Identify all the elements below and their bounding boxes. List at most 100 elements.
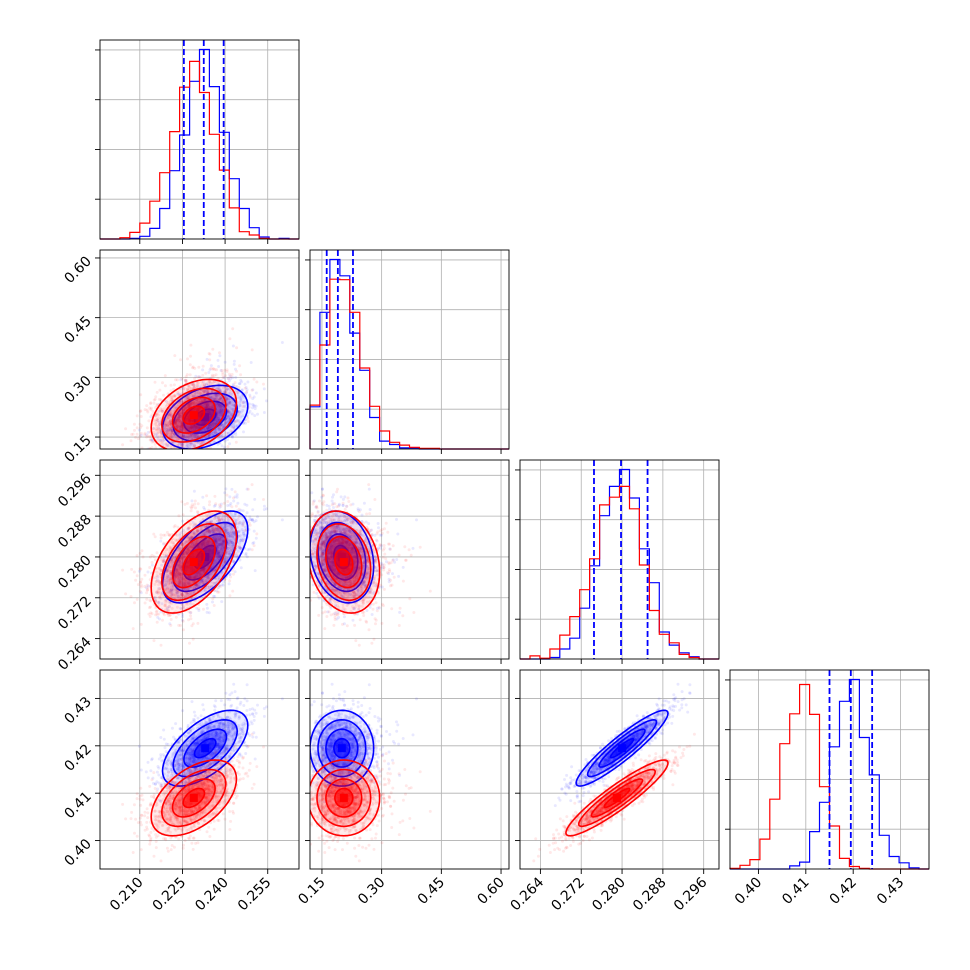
scatter-point [193, 435, 197, 439]
scatter-point [249, 361, 253, 364]
scatter-point [215, 402, 218, 406]
scatter-point [201, 542, 205, 546]
scatter-point [217, 412, 221, 416]
scatter-point [210, 375, 214, 379]
scatter-point [162, 454, 165, 457]
scatter-point [219, 389, 223, 392]
scatter-point [219, 411, 222, 415]
scatter-point [154, 419, 158, 423]
scatter-point [205, 602, 209, 606]
scatter-point [201, 380, 205, 384]
scatter-point [189, 425, 193, 429]
scatter-point [217, 405, 221, 409]
scatter-point [210, 395, 214, 399]
scatter-point [170, 431, 174, 435]
scatter-point [196, 400, 200, 404]
scatter-point [235, 385, 239, 389]
scatter-point [201, 389, 205, 393]
scatter-point [159, 431, 163, 435]
scatter-point [201, 373, 205, 377]
scatter-point [248, 393, 252, 397]
scatter-point [143, 601, 147, 605]
scatter-point [157, 409, 161, 413]
scatter-point [204, 371, 208, 375]
scatter-point [174, 420, 178, 424]
scatter-point [155, 551, 159, 555]
scatter-point [180, 443, 184, 447]
scatter-point [217, 398, 221, 402]
scatter-point [177, 415, 180, 419]
scatter-point [224, 420, 228, 424]
scatter-point [214, 431, 218, 435]
scatter-point [196, 392, 200, 396]
scatter-point [215, 404, 219, 408]
scatter-point [152, 426, 155, 430]
scatter-point [216, 406, 219, 410]
scatter-point [244, 386, 248, 389]
scatter-point [179, 424, 183, 428]
scatter-point [194, 427, 198, 431]
scatter-point [236, 391, 240, 395]
scatter-point [192, 426, 196, 430]
scatter-point [212, 374, 216, 378]
scatter-point [230, 435, 234, 439]
scatter-point [231, 410, 235, 414]
scatter-point [185, 443, 189, 447]
scatter-point [239, 566, 243, 570]
scatter-point [227, 550, 231, 554]
scatter-point [222, 501, 226, 505]
scatter-point [207, 434, 211, 438]
scatter-point [189, 433, 193, 437]
scatter-point [197, 399, 200, 403]
scatter-point [237, 419, 241, 423]
scatter-point [226, 397, 229, 401]
scatter-point [164, 430, 168, 434]
scatter-point [143, 431, 147, 435]
scatter-point [176, 591, 180, 595]
scatter-point [213, 380, 216, 383]
scatter-point [214, 428, 218, 432]
scatter-point [143, 573, 147, 577]
scatter-point [165, 432, 169, 436]
scatter-point [180, 423, 183, 426]
scatter-point [148, 446, 152, 449]
scatter-point [175, 378, 179, 382]
scatter-point [217, 393, 221, 397]
scatter-point [189, 387, 193, 391]
scatter-point [207, 352, 211, 355]
scatter-point [227, 431, 230, 435]
scatter-point [186, 426, 190, 430]
scatter-point [154, 427, 158, 431]
scatter-point [140, 424, 144, 428]
scatter-point [208, 368, 212, 372]
scatter-point [168, 420, 172, 424]
scatter-point [149, 401, 153, 405]
scatter-point [189, 434, 193, 438]
scatter-point [170, 427, 174, 431]
scatter-point [239, 410, 243, 414]
scatter-point [220, 369, 224, 372]
scatter-point [196, 502, 200, 506]
scatter-point [149, 434, 153, 438]
scatter-point [168, 420, 172, 424]
scatter-point [211, 421, 215, 425]
scatter-point [192, 403, 196, 407]
scatter-point [233, 384, 237, 388]
scatter-point [203, 406, 207, 410]
scatter-point [201, 403, 205, 407]
scatter-point [180, 425, 184, 428]
scatter-point [165, 427, 169, 431]
scatter-point [228, 594, 232, 598]
scatter-point [237, 386, 241, 389]
scatter-point [194, 433, 197, 437]
scatter-point [191, 400, 195, 404]
scatter-point [184, 375, 188, 379]
scatter-point [252, 529, 256, 533]
scatter-point [236, 390, 240, 394]
scatter-point [231, 589, 235, 593]
scatter-point [166, 422, 170, 426]
scatter-point [188, 425, 192, 429]
scatter-point [184, 405, 188, 408]
scatter-point [194, 374, 198, 378]
scatter-point [209, 395, 212, 399]
